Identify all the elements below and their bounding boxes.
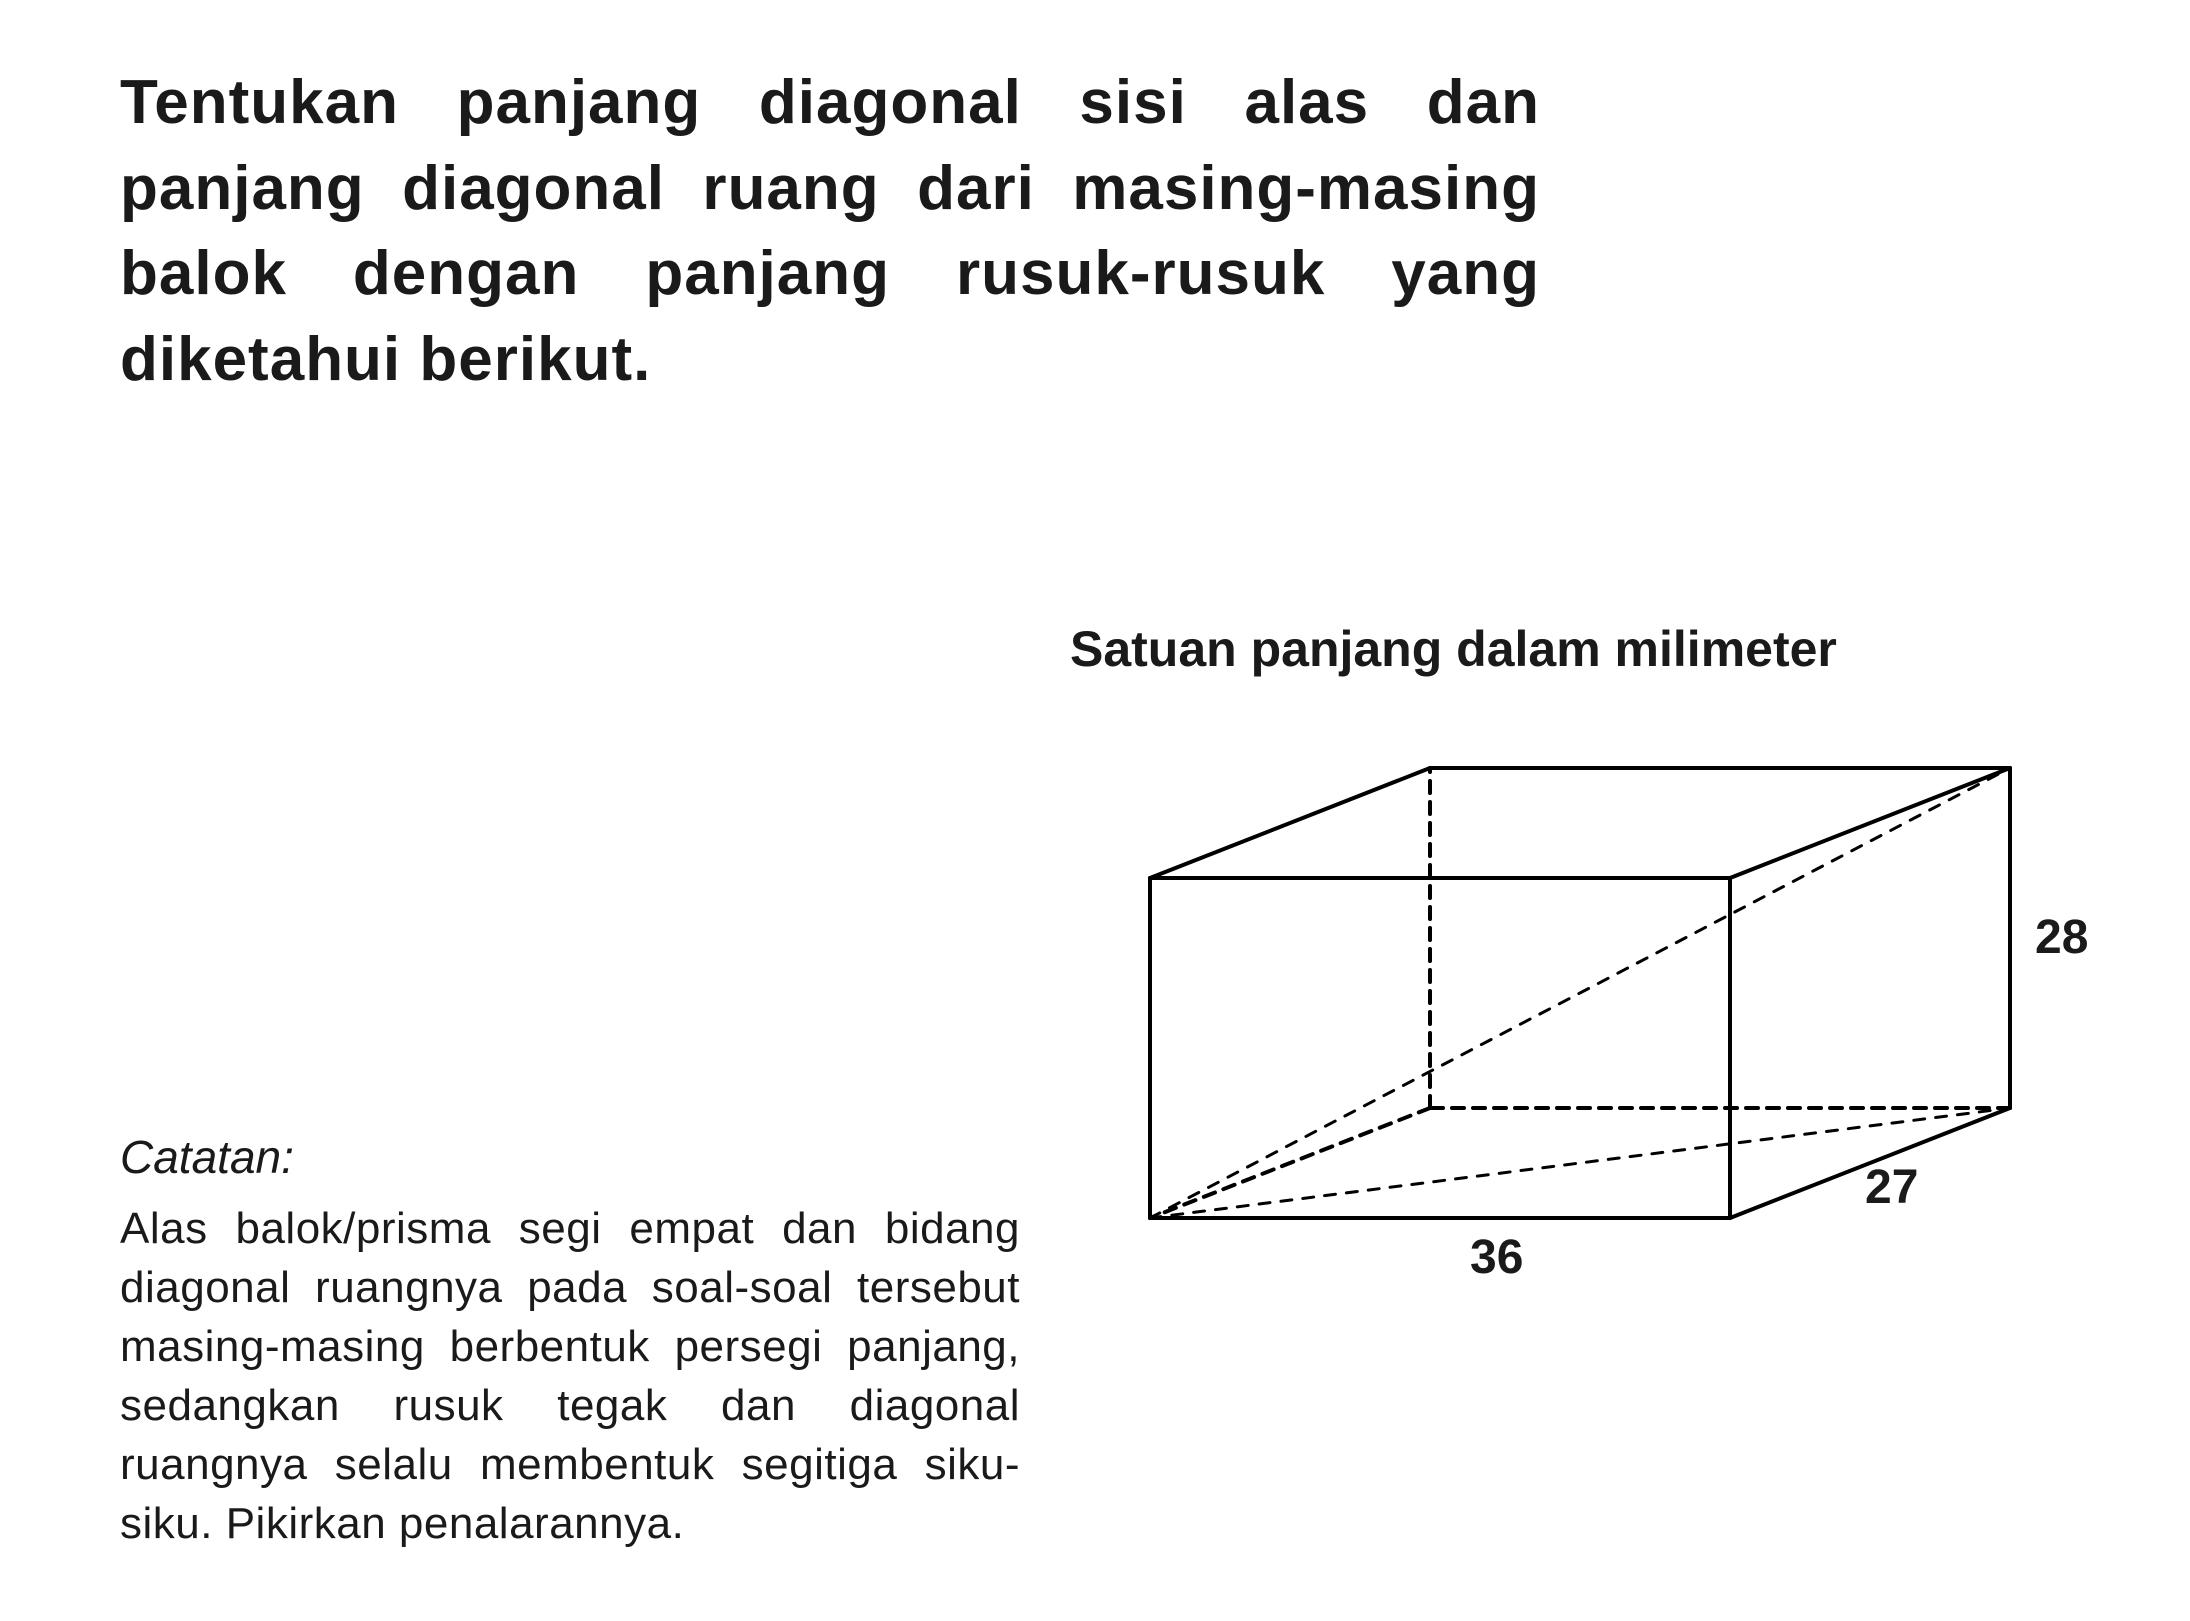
prism-diagram: 36 27 28 [1070,698,2090,1338]
note-text: Alas balok/prisma segi empat dan bidang … [120,1200,1020,1554]
dimension-label-width: 27 [1865,1161,1918,1214]
dimension-label-length: 36 [1470,1231,1523,1284]
unit-label: Satuan panjang dalam milimeter [1070,620,2090,678]
figure-area: Satuan panjang dalam milimeter 36 27 28 [1070,620,2090,1343]
note-heading: Catatan: [120,1130,1020,1184]
note-block: Catatan: Alas balok/prisma segi empat da… [120,1130,1020,1554]
dimension-label-height: 28 [2035,911,2088,964]
question-text: Tentukan panjang diagonal sisi alas dan … [120,60,1540,402]
